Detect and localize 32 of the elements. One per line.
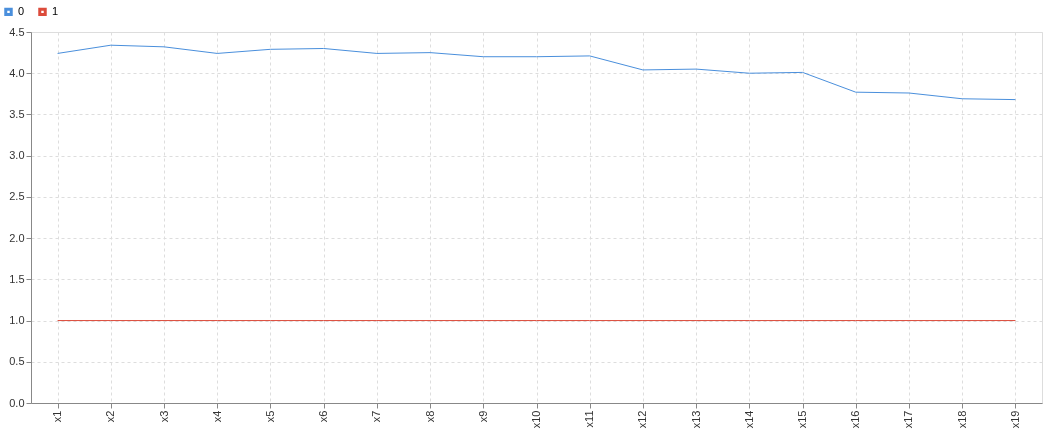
x-tick-label: x13	[689, 410, 702, 429]
y-tick-label: 3.0	[9, 149, 25, 162]
x-tick-label: x7	[370, 410, 383, 423]
y-tick-label: 4.5	[9, 25, 25, 38]
y-tick-label: 0.5	[9, 355, 25, 368]
x-tick-label: x1	[51, 410, 64, 423]
x-tick-label: x6	[317, 410, 330, 423]
x-tick-label: x3	[157, 410, 170, 423]
y-tick-label: 0.0	[9, 396, 25, 409]
y-tick-label: 2.0	[9, 231, 25, 244]
x-tick-label: x19	[1008, 410, 1021, 429]
x-tick-label: x10	[530, 410, 542, 429]
legend-label: 0	[18, 4, 25, 17]
y-tick-label: 3.5	[9, 107, 25, 120]
x-tick-label: x18	[955, 410, 968, 429]
x-tick-label: x2	[104, 410, 117, 423]
y-tick-label: 1.5	[9, 272, 25, 285]
y-tick-label: 4.0	[9, 66, 25, 79]
x-tick-label: x12	[636, 410, 649, 429]
x-tick-label: x5	[263, 410, 276, 423]
legend-label: 1	[52, 4, 59, 17]
x-tick-label: x9	[476, 410, 489, 423]
line-series	[57, 44, 1016, 101]
y-tick-label: 1.0	[9, 314, 25, 327]
x-tick-label: x16	[849, 410, 862, 429]
x-tick-label: x14	[742, 410, 755, 429]
x-tick-label: x11	[583, 410, 596, 428]
y-tick-label: 2.5	[9, 190, 25, 203]
x-tick-label: x4	[210, 410, 223, 423]
x-tick-label: x15	[796, 410, 809, 429]
x-tick-label: x17	[902, 410, 915, 429]
x-tick-label: x8	[423, 410, 436, 423]
